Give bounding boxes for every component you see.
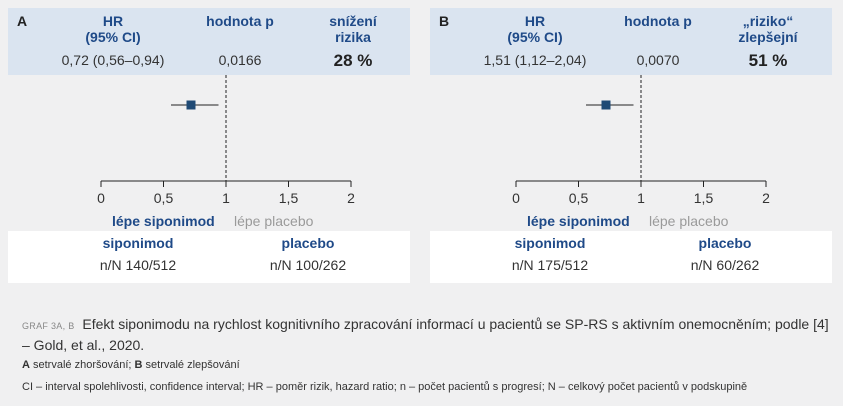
forest-panel-b: B HR (95% CI) hodnota p „riziko“ zlepšej… <box>430 8 832 283</box>
panel-a-hr-value: 0,72 (0,56–0,94) <box>61 52 165 68</box>
panel-a-p-title: hodnota p <box>206 13 274 29</box>
panel-a-tick-label-4: 2 <box>347 190 355 206</box>
panel-a-header: A HR (95% CI) hodnota p snížení rizika 0… <box>8 8 410 75</box>
panel-b-tick-label-1: 0,5 <box>569 190 589 206</box>
panel-a-counts: siponimod n/N 140/512 placebo n/N 100/26… <box>8 231 410 283</box>
panel-a-group1-count: n/N 140/512 <box>99 257 177 273</box>
legend-note-panels: A setrvalé zhoršování; B setrvalé zlepšo… <box>22 359 240 371</box>
legend-note-a-label: A <box>22 359 30 371</box>
panel-a-group1-name: siponimod <box>102 235 174 251</box>
panel-b-tick-label-4: 2 <box>762 190 770 206</box>
panel-b-tick-label-3: 1,5 <box>694 190 714 206</box>
panel-b-forest-plot: 0 0,5 1 1,5 2 <box>512 75 770 206</box>
panel-b-tick-label-2: 1 <box>637 190 645 206</box>
panel-a-tick-label-0: 0 <box>97 190 105 206</box>
panel-a-forest-plot: 0 0,5 1 1,5 2 <box>97 75 355 206</box>
panel-b-counts: siponimod n/N 175/512 placebo n/N 60/262 <box>430 231 832 283</box>
panel-a-group2-count: n/N 100/262 <box>269 257 347 273</box>
panel-a-risk-value: 28 % <box>333 51 373 70</box>
panel-a-risk-title: snížení rizika <box>329 13 377 45</box>
panel-b-hr-title-text: HR (95% CI) <box>507 13 563 45</box>
legend-note-b-text: setrvalé zlepšování <box>142 359 240 371</box>
panel-b-p-title: hodnota p <box>624 13 692 29</box>
legend-note-abbreviations: CI – interval spolehlivosti, confidence … <box>22 381 748 393</box>
panel-b-better-placebo: lépe placebo <box>649 213 729 229</box>
panel-b-letter: B <box>439 13 450 29</box>
panel-a-better-siponimod: lépe siponimod <box>112 213 215 229</box>
panel-a-better-placebo: lépe placebo <box>234 213 314 229</box>
figure-caption-tag: GRAF 3A, B <box>22 321 75 331</box>
panel-b-tick-label-0: 0 <box>512 190 520 206</box>
legend-note-a-text: setrvalé zhoršování; <box>29 359 135 371</box>
legend-note-b-label: B <box>134 359 143 371</box>
panel-a-tick-label-1: 0,5 <box>154 190 174 206</box>
panel-b-hr-value: 1,51 (1,12–2,04) <box>483 52 587 68</box>
forest-panel-a: A HR (95% CI) hodnota p snížení rizika 0… <box>8 8 410 283</box>
panel-b-better-siponimod: lépe siponimod <box>527 213 630 229</box>
panel-b-group1-count: n/N 175/512 <box>511 257 589 273</box>
figure-caption-text: Efekt siponimodu na rychlost kognitivníh… <box>22 316 829 353</box>
panel-b-group2-count: n/N 60/262 <box>690 257 760 273</box>
panel-a-group2-name: placebo <box>281 235 335 251</box>
panel-b-hr-marker <box>601 100 611 110</box>
panel-b-risk-title: „riziko“ zlepšejní <box>738 13 798 45</box>
panel-b-group2-name: placebo <box>698 235 752 251</box>
panel-b-hr-title: HR (95% CI) <box>480 13 590 45</box>
panel-b-risk-value: 51 % <box>748 51 788 70</box>
panel-a-hr-title-text: HR (95% CI) <box>85 13 141 45</box>
panel-a-tick-label-3: 1,5 <box>279 190 299 206</box>
panel-b-p-value: 0,0070 <box>636 52 680 68</box>
panel-a-hr-marker <box>186 100 196 110</box>
panel-b-header: B HR (95% CI) hodnota p „riziko“ zlepšej… <box>430 8 832 75</box>
figure-caption: GRAF 3A, B Efekt siponimodu na rychlost … <box>22 315 832 355</box>
panel-a-hr-title: HR (95% CI) <box>58 13 168 45</box>
panel-a-p-value: 0,0166 <box>218 52 262 68</box>
panel-a-tick-label-2: 1 <box>222 190 230 206</box>
panel-b-group1-name: siponimod <box>514 235 586 251</box>
panel-a-letter: A <box>17 13 28 29</box>
